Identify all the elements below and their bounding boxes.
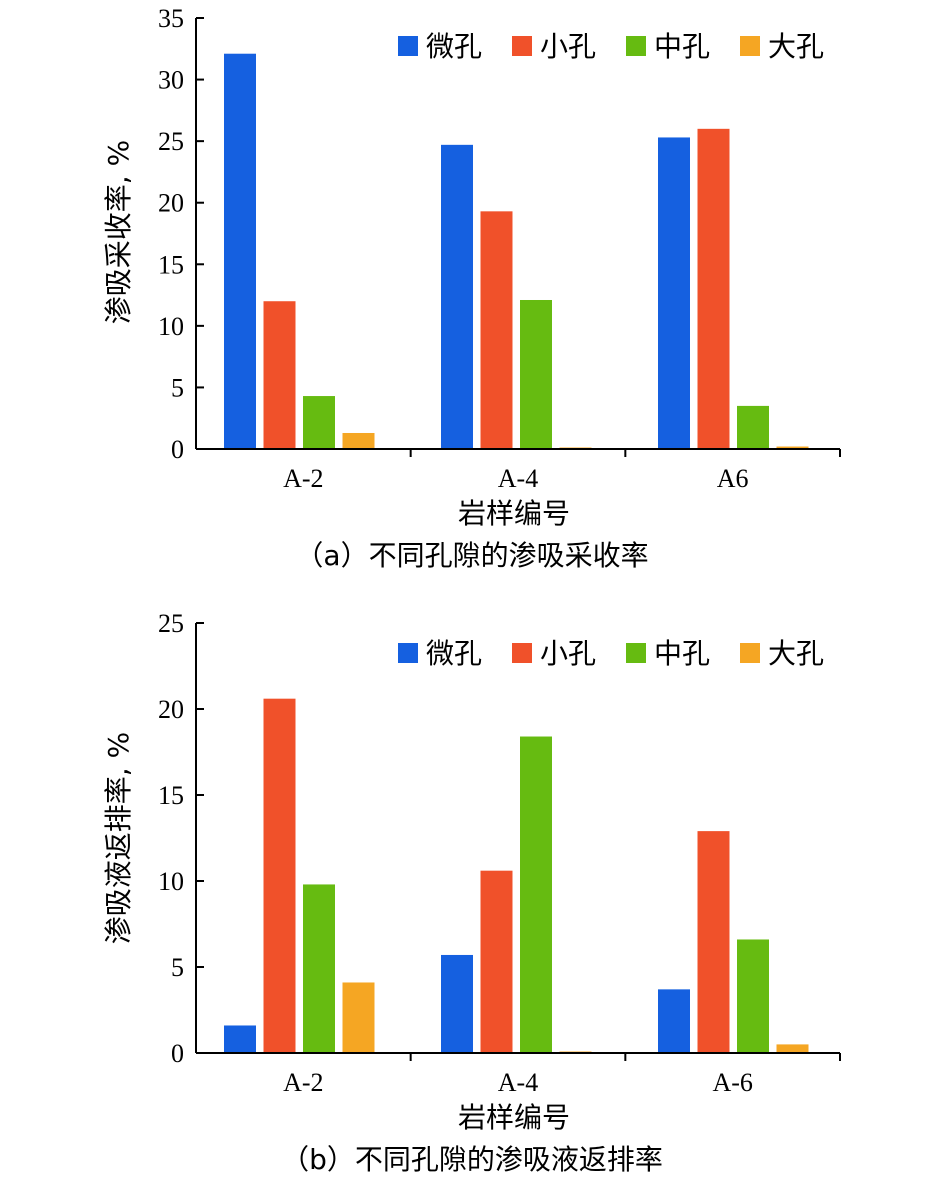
bar-A-4-小孔 [480,870,513,1053]
y-tick-label: 15 [158,781,184,810]
bar-A-2-微孔 [224,1025,256,1053]
legend-swatch [398,36,418,56]
bar-A-6-大孔 [776,1044,809,1053]
bar-A6-小孔 [697,128,730,450]
x-tick-label: A-6 [712,1068,752,1097]
bar-A-2-小孔 [263,698,296,1053]
legend-swatch [626,36,646,56]
bar-A6-中孔 [737,405,769,449]
y-tick-label: 20 [158,695,184,724]
legend-label: 大孔 [768,637,824,670]
bar-A-4-中孔 [520,299,552,449]
legend-label: 中孔 [654,30,710,63]
bar-A-4-微孔 [441,144,473,449]
legend: 微孔 小孔 中孔 大孔 [398,637,824,670]
y-tick-label: 25 [158,127,184,156]
chart-caption: （a）不同孔隙的渗吸采收率 [295,539,648,572]
legend-swatch [626,643,646,663]
chart-a: 0 5 10 15 20 25 30 35 A-2 A-4 A6 岩样编号 渗吸采收率, % （a）不同孔… [102,4,841,572]
y-axis-title: 渗吸液返排率, % [102,732,135,944]
bar-A-6-小孔 [697,831,730,1053]
bar-A-6-微孔 [658,989,690,1053]
legend-label: 微孔 [426,637,482,670]
y-tick-label: 20 [158,189,184,218]
chart-caption: （b）不同孔隙的渗吸液返排率 [281,1143,663,1176]
legend: 微孔 小孔 中孔 大孔 [398,30,824,63]
bar-A-4-中孔 [520,736,552,1053]
y-tick-label: 10 [158,312,184,341]
bar-A-2-小孔 [263,301,296,449]
bar-A-2-大孔 [342,432,375,449]
y-tick-label: 35 [158,4,184,33]
legend-swatch [740,643,760,663]
legend-label: 中孔 [654,637,710,670]
legend-swatch [512,643,532,663]
bar-A-4-小孔 [480,211,513,449]
chart-b: 0 5 10 15 20 25 A-2 A-4 A-6 岩样编号 渗吸液返排率, % （b）不同孔隙的… [102,609,841,1176]
legend-label: 微孔 [426,30,482,63]
y-tick-label: 5 [171,953,184,982]
legend-label: 大孔 [768,30,824,63]
legend-swatch [740,36,760,56]
bar-A-2-中孔 [303,884,335,1053]
x-tick-label: A-2 [283,1068,323,1097]
y-tick-label: 0 [171,1039,184,1068]
bar-A-6-中孔 [737,939,769,1053]
legend-swatch [512,36,532,56]
y-tick-label: 15 [158,250,184,279]
bar-A-2-微孔 [224,53,256,450]
y-tick-label: 30 [158,66,184,95]
legend-label: 小孔 [540,30,596,63]
legend-label: 小孔 [540,637,596,670]
bar-A-2-大孔 [342,982,375,1053]
bar-A-4-微孔 [441,954,473,1053]
bar-A6-微孔 [658,137,690,449]
y-axis-title: 渗吸采收率, % [102,140,135,324]
x-axis-title: 岩样编号 [458,1101,570,1134]
legend-swatch [398,643,418,663]
y-tick-label: 10 [158,867,184,896]
y-tick-label: 0 [171,435,184,464]
bar-A-2-中孔 [303,396,335,449]
x-tick-label: A-4 [498,1068,538,1097]
y-tick-label: 5 [171,373,184,402]
y-tick-label: 25 [158,609,184,638]
bar-A6-大孔 [776,446,809,449]
x-tick-label: A-2 [283,464,323,493]
x-axis-title: 岩样编号 [458,497,570,530]
x-tick-label: A6 [717,464,749,493]
x-tick-label: A-4 [498,464,538,493]
